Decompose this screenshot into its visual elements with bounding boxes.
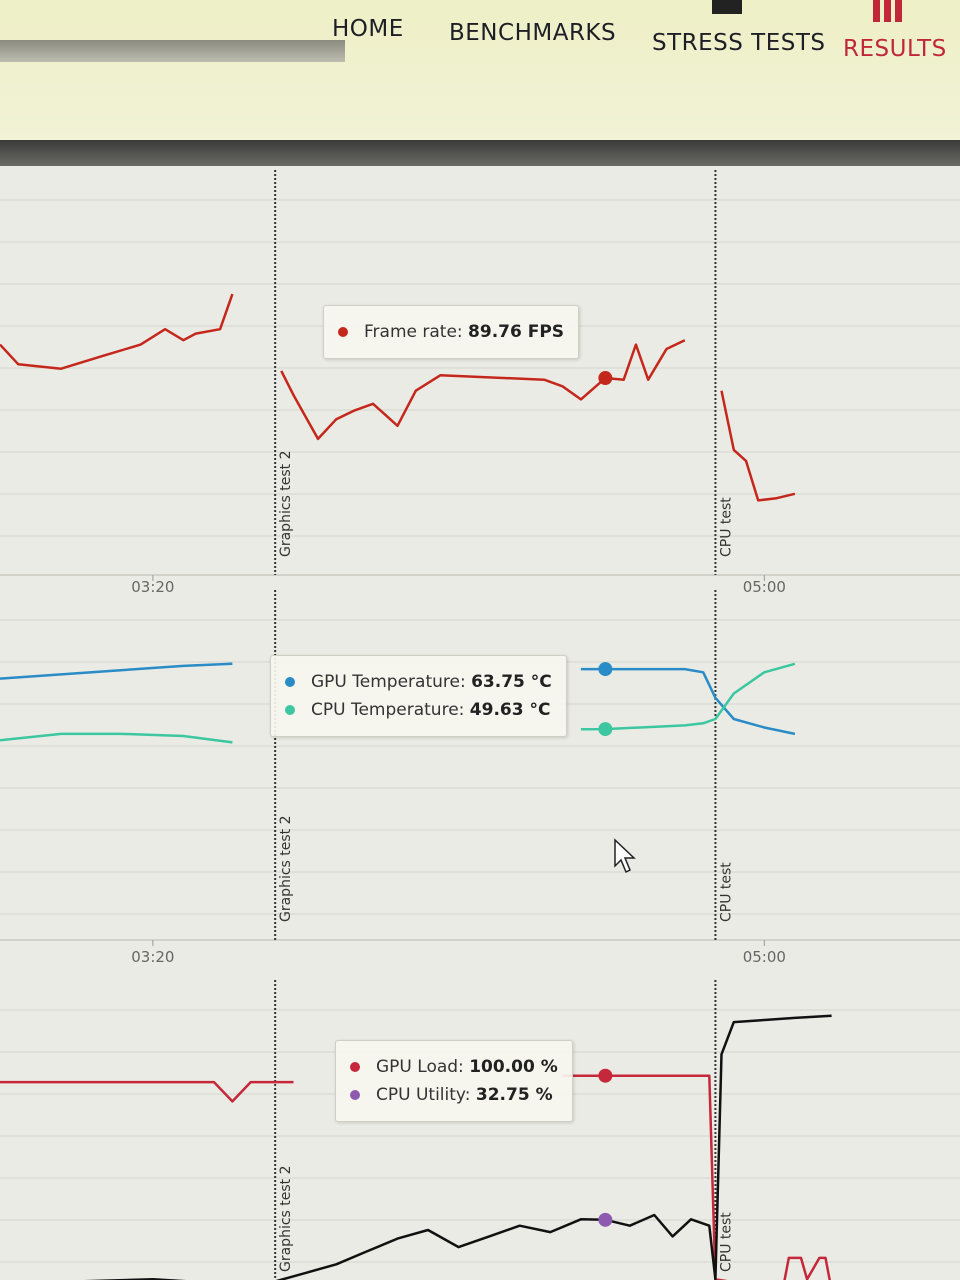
event-label: CPU test xyxy=(718,1212,734,1272)
tooltip-row: CPU Utility: 32.75 % xyxy=(350,1085,558,1105)
tooltip-value: 63.75 °C xyxy=(471,672,552,692)
x-tick-label: 05:00 xyxy=(743,948,786,966)
event-label: Graphics test 2 xyxy=(278,1165,294,1272)
tooltip-value: 32.75 % xyxy=(475,1085,553,1105)
hover-point xyxy=(598,1212,613,1227)
tooltip-row: GPU Temperature: 63.75 °C xyxy=(285,672,552,692)
tooltip: Frame rate: 89.76 FPS xyxy=(323,305,580,359)
cursor xyxy=(614,838,636,874)
tooltip: GPU Temperature: 63.75 °C CPU Temperature… xyxy=(270,655,567,737)
series-line xyxy=(0,1074,831,1280)
tooltip: GPU Load: 100.00 % CPU Utility: 32.75 % xyxy=(335,1040,573,1122)
nav-item[interactable]: RESULTS xyxy=(843,36,947,62)
tooltip-dot xyxy=(338,327,348,337)
tooltip-row: Frame rate: 89.76 FPS xyxy=(338,322,564,342)
tooltip-label: GPU Load: xyxy=(376,1057,464,1077)
tooltip-value: 49.63 °C xyxy=(469,700,551,720)
hover-point xyxy=(598,662,613,677)
tooltip-label: CPU Temperature: xyxy=(311,700,465,720)
nav-item[interactable]: STRESS TESTS xyxy=(652,30,826,56)
tooltip-dot xyxy=(285,705,295,715)
tooltip-dot xyxy=(350,1090,360,1100)
nav-item[interactable]: BENCHMARKS xyxy=(449,20,617,46)
event-label: CPU test xyxy=(718,497,734,557)
x-tick-label: 03:20 xyxy=(131,578,174,596)
divider xyxy=(0,140,960,166)
tooltip-row: CPU Temperature: 49.63 °C xyxy=(285,700,552,720)
tooltip-dot xyxy=(350,1062,360,1072)
hover-point xyxy=(598,722,613,737)
event-label: CPU test xyxy=(718,862,734,922)
tooltip-label: CPU Utility: xyxy=(376,1085,471,1105)
tooltip-dot xyxy=(285,677,295,687)
x-tick-label: 05:00 xyxy=(743,578,786,596)
header-bar xyxy=(0,40,345,62)
series-line xyxy=(0,293,796,502)
event-label: Graphics test 2 xyxy=(278,450,294,557)
series-line xyxy=(0,662,796,744)
tooltip-value: 100.00 % xyxy=(469,1057,558,1077)
nav-item[interactable]: HOME xyxy=(332,16,404,42)
series-line xyxy=(83,1014,832,1280)
event-label: Graphics test 2 xyxy=(278,815,294,922)
tooltip-value: 89.76 FPS xyxy=(468,322,565,342)
hover-point xyxy=(598,1068,613,1083)
tooltip-label: GPU Temperature: xyxy=(311,672,466,692)
tooltip-label: Frame rate: xyxy=(364,322,463,342)
x-tick-label: 03:20 xyxy=(131,948,174,966)
hover-point xyxy=(598,371,613,386)
series-line xyxy=(0,662,796,736)
tooltip-row: GPU Load: 100.00 % xyxy=(350,1057,558,1077)
nav-icon xyxy=(712,0,742,14)
nav-icon xyxy=(873,0,905,22)
header: HOME BENCHMARKS STRESS TESTS RESULTS xyxy=(0,0,960,140)
